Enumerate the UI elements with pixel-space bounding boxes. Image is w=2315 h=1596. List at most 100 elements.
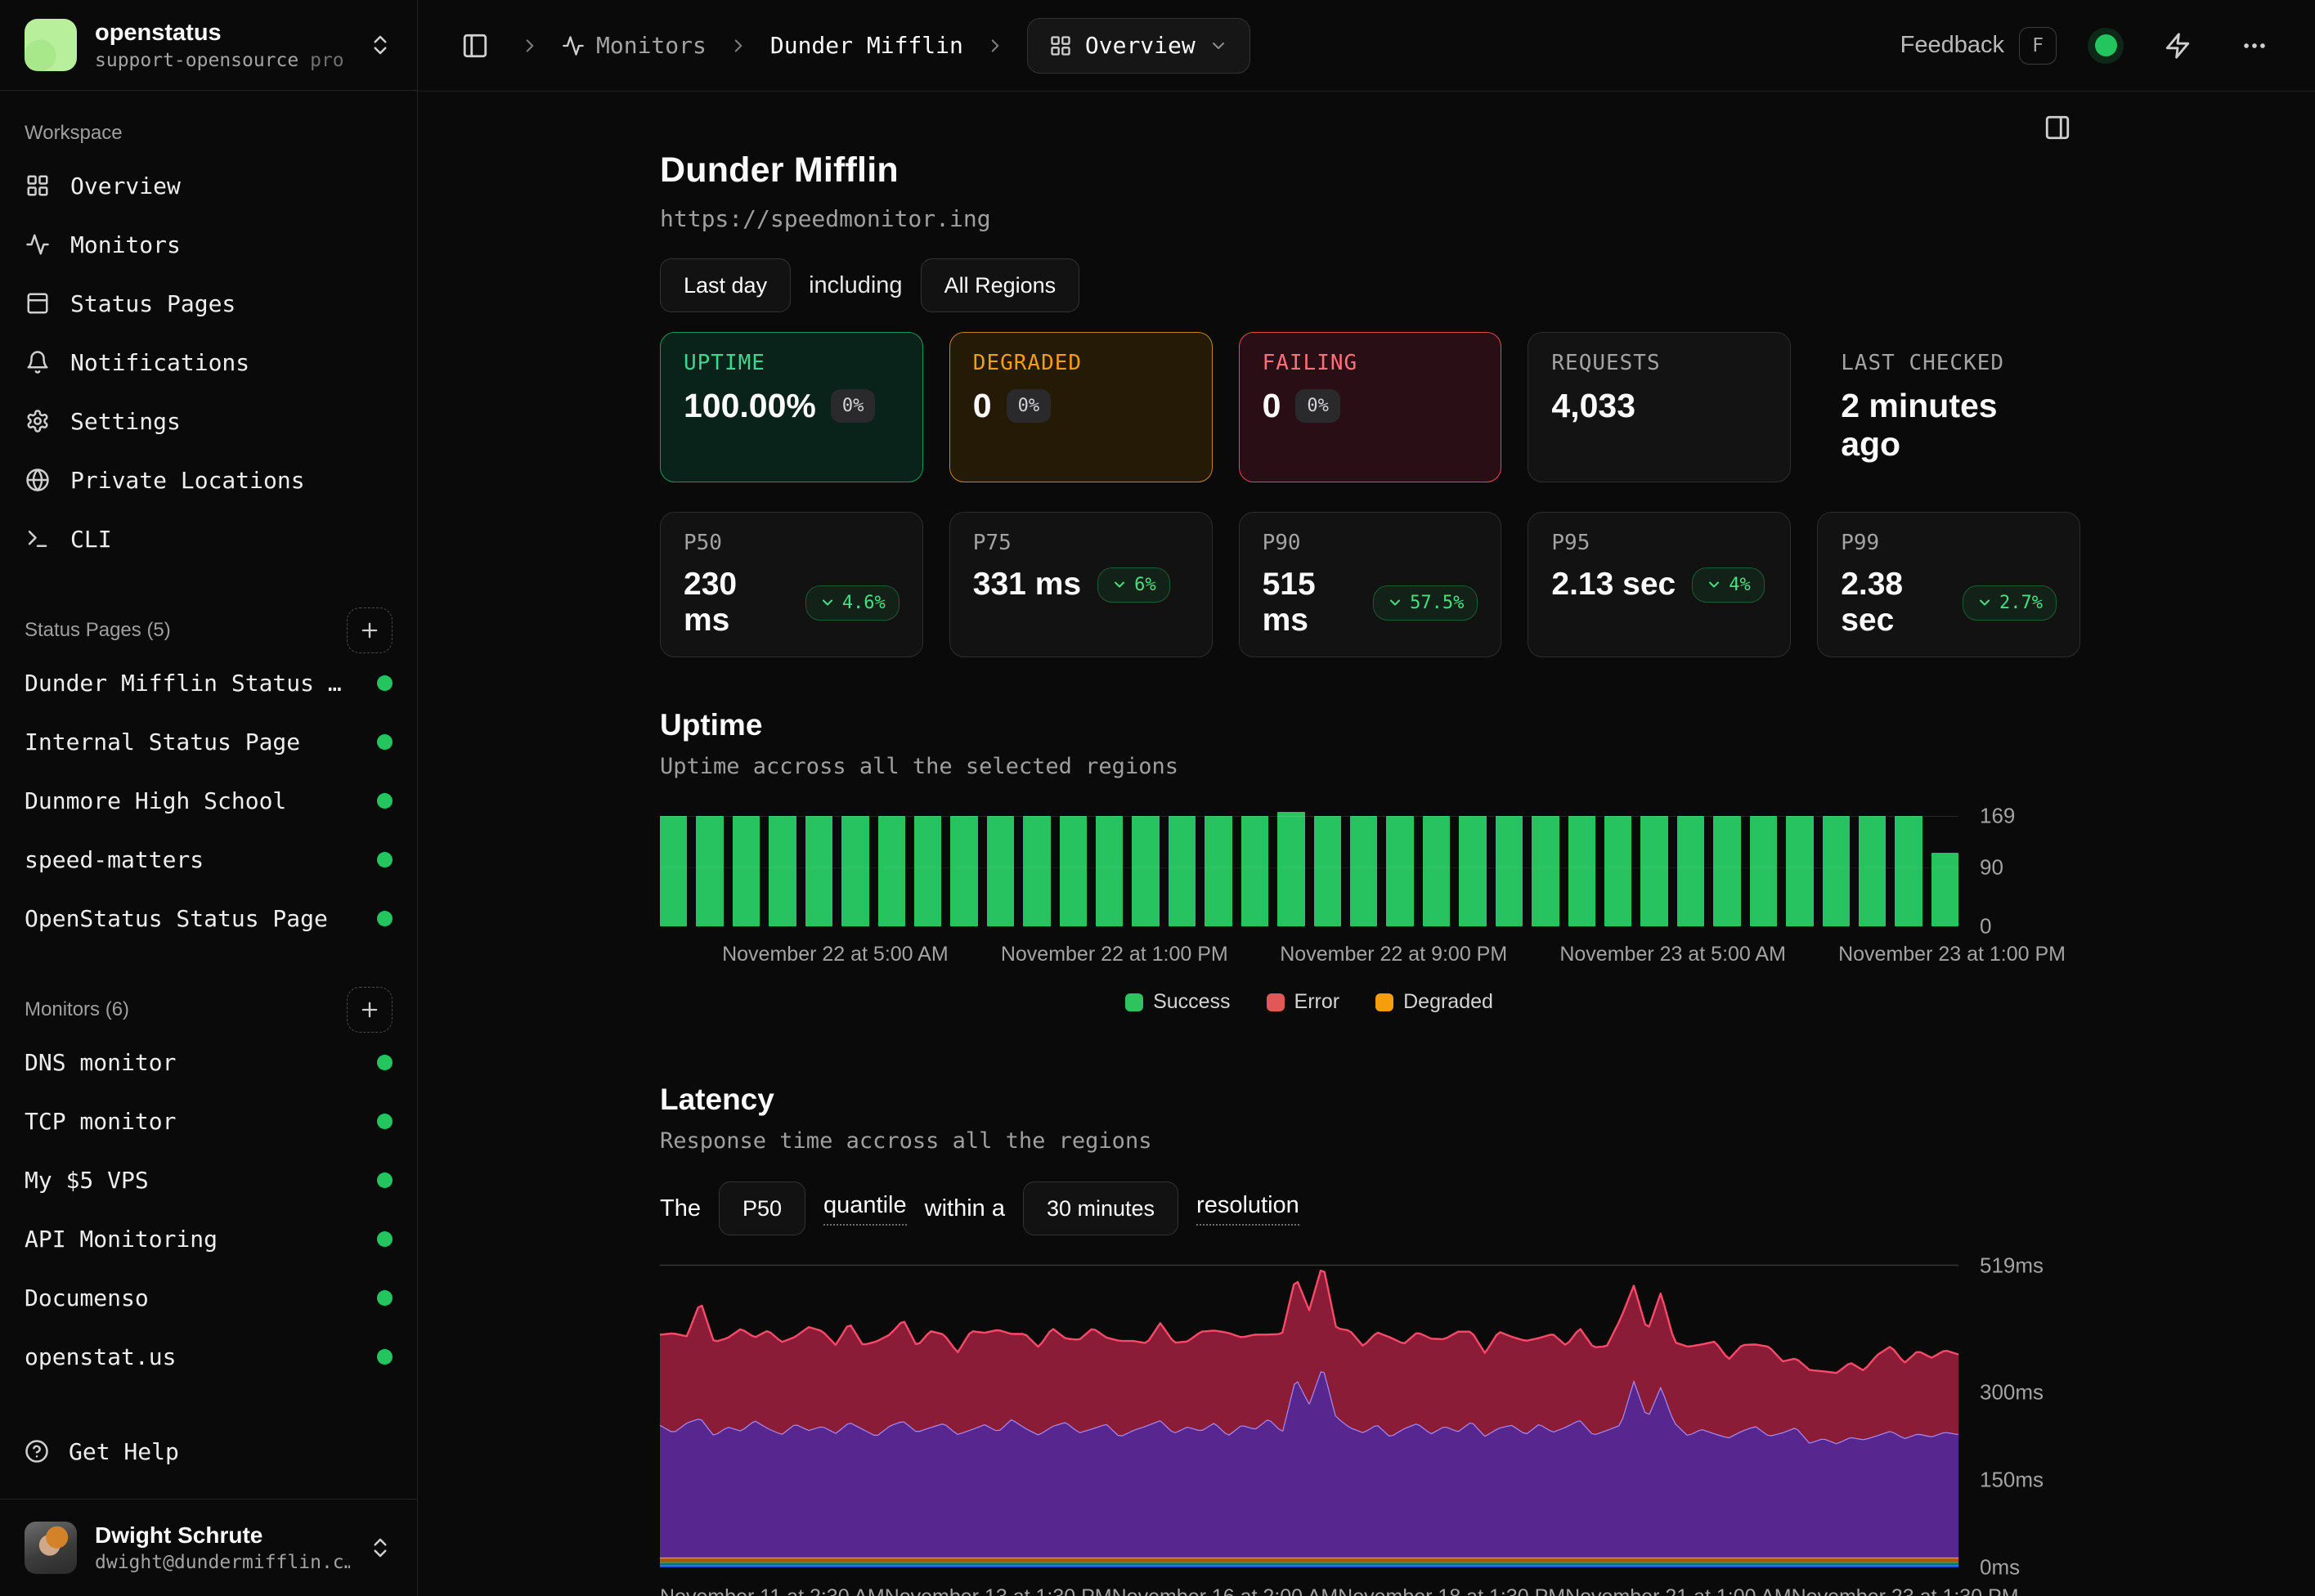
- sidebar-item-overview[interactable]: Overview: [25, 156, 393, 215]
- status-page-item[interactable]: Internal Status Page: [25, 712, 393, 771]
- uptime-bar[interactable]: [1059, 815, 1088, 926]
- uptime-bar[interactable]: [1568, 815, 1595, 926]
- feedback-button[interactable]: Feedback F: [1900, 26, 2057, 65]
- uptime-bar[interactable]: [1277, 812, 1305, 926]
- failing-stat-card: FAILING 0 0%: [1238, 332, 1502, 482]
- x-axis-tick-label: November 16 at 2:00 AM: [1112, 1585, 1339, 1596]
- breadcrumb-page[interactable]: Dunder Mifflin: [769, 32, 963, 59]
- uptime-bar[interactable]: [1023, 815, 1051, 926]
- uptime-bar[interactable]: [1604, 815, 1632, 926]
- status-dot: [377, 1231, 393, 1247]
- sidebar-toggle-button[interactable]: [452, 23, 498, 69]
- more-menu-button[interactable]: [2232, 23, 2277, 69]
- x-axis-tick-label: November 21 at 1:00 AM: [1565, 1585, 1792, 1596]
- uptime-bar[interactable]: [1713, 815, 1741, 926]
- sidebar-item-monitors[interactable]: Monitors: [25, 215, 393, 274]
- legend-swatch: [1266, 993, 1285, 1011]
- uptime-bar[interactable]: [986, 815, 1015, 926]
- uptime-bar[interactable]: [1749, 815, 1778, 926]
- uptime-bar[interactable]: [1240, 815, 1269, 926]
- uptime-bar[interactable]: [877, 815, 905, 926]
- sidebar-item-private-locations[interactable]: Private Locations: [25, 451, 393, 509]
- uptime-bar[interactable]: [1350, 815, 1378, 926]
- sidebar-item-cli[interactable]: CLI: [25, 509, 393, 568]
- activity-icon: [562, 34, 585, 57]
- user-menu[interactable]: Dwight Schrute dwight@dundermifflin.c…: [0, 1500, 417, 1596]
- regions-filter-button[interactable]: All Regions: [920, 258, 1080, 312]
- y-axis-tick-label: 0ms: [1980, 1554, 2021, 1580]
- add-monitor-button[interactable]: [347, 987, 393, 1033]
- latency-chart-svg[interactable]: [660, 1258, 1958, 1567]
- sidebar-item-settings[interactable]: Settings: [25, 392, 393, 451]
- monitor-item[interactable]: DNS monitor: [25, 1033, 393, 1092]
- uptime-bar[interactable]: [1313, 815, 1342, 926]
- uptime-subtitle: Uptime accross all the selected regions: [660, 754, 1178, 779]
- sidebar-item-label: CLI: [70, 525, 112, 553]
- status-dot: [2094, 34, 2117, 56]
- x-axis-tick-label: November 23 at 1:00 PM: [1838, 943, 2066, 966]
- uptime-bar[interactable]: [805, 815, 833, 926]
- quick-actions-button[interactable]: [2155, 23, 2201, 69]
- uptime-bar[interactable]: [1495, 815, 1523, 926]
- uptime-bar[interactable]: [1132, 815, 1160, 926]
- monitor-item[interactable]: Documenso: [25, 1268, 393, 1327]
- latency-section: Latency Response time accross all the re…: [660, 1083, 2080, 1596]
- uptime-bar[interactable]: [696, 815, 724, 926]
- get-help-link[interactable]: Get Help: [25, 1422, 393, 1481]
- quantile-select-button[interactable]: P50: [718, 1181, 806, 1235]
- sidebar-item-status-pages[interactable]: Status Pages: [25, 274, 393, 333]
- org-name: openstatus: [95, 19, 222, 46]
- main-area: Monitors Dunder Mifflin Overview Feedbac…: [418, 0, 2315, 1596]
- uptime-bar[interactable]: [1096, 815, 1124, 926]
- chevron-down-icon: [1209, 36, 1228, 56]
- uptime-bar[interactable]: [1931, 853, 1959, 926]
- status-page-item[interactable]: Dunmore High School: [25, 771, 393, 830]
- x-axis-tick-label: November 22 at 1:00 PM: [1000, 943, 1228, 966]
- uptime-bar[interactable]: [1386, 815, 1414, 926]
- panel-right-icon: [2044, 114, 2071, 141]
- uptime-title: Uptime: [660, 708, 763, 742]
- add-status-page-button[interactable]: [347, 607, 393, 653]
- status-page-item[interactable]: Dunder Mifflin Status …: [25, 653, 393, 712]
- resolution-term[interactable]: resolution: [1196, 1192, 1299, 1226]
- status-dot: [377, 1172, 393, 1188]
- uptime-bar[interactable]: [732, 815, 760, 926]
- breadcrumb-monitors[interactable]: Monitors: [562, 32, 707, 59]
- uptime-bar[interactable]: [1858, 815, 1887, 926]
- uptime-bar[interactable]: [841, 815, 869, 926]
- uptime-bar[interactable]: [1422, 815, 1451, 926]
- uptime-bar[interactable]: [1205, 815, 1232, 926]
- org-switcher[interactable]: openstatus support-opensource pro: [0, 0, 417, 91]
- uptime-bar[interactable]: [1532, 815, 1559, 926]
- monitor-item[interactable]: API Monitoring: [25, 1209, 393, 1268]
- sidebar-item-notifications[interactable]: Notifications: [25, 333, 393, 392]
- uptime-bar[interactable]: [1786, 815, 1814, 926]
- sidebar: openstatus support-opensource pro Worksp…: [0, 0, 418, 1596]
- period-filter-button[interactable]: Last day: [660, 258, 792, 312]
- view-switcher-button[interactable]: Overview: [1026, 17, 1250, 74]
- status-page-item[interactable]: speed-matters: [25, 830, 393, 889]
- uptime-bar[interactable]: [660, 815, 688, 926]
- monitor-item[interactable]: TCP monitor: [25, 1092, 393, 1150]
- status-page-item[interactable]: OpenStatus Status Page: [25, 889, 393, 948]
- chevron-down-icon: [1390, 599, 1401, 606]
- uptime-bar[interactable]: [1640, 815, 1668, 926]
- right-panel-toggle-button[interactable]: [2035, 105, 2080, 150]
- workspace-status-indicator[interactable]: [2088, 27, 2124, 64]
- percentiles-row: P50 230 ms 4.6% P75 331 ms 6% P90 515 ms…: [660, 512, 2080, 657]
- status-dot: [377, 1113, 393, 1129]
- uptime-bar[interactable]: [1676, 815, 1705, 926]
- resolution-select-button[interactable]: 30 minutes: [1022, 1181, 1179, 1235]
- uptime-bar[interactable]: [1168, 815, 1196, 926]
- uptime-bar[interactable]: [1895, 815, 1922, 926]
- monitor-item[interactable]: openstat.us: [25, 1327, 393, 1386]
- monitor-item[interactable]: My $5 VPS: [25, 1150, 393, 1209]
- uptime-bar[interactable]: [769, 815, 796, 926]
- legend-swatch: [1375, 993, 1394, 1011]
- uptime-bar[interactable]: [1459, 815, 1487, 926]
- uptime-bar[interactable]: [1822, 815, 1850, 926]
- uptime-bar[interactable]: [913, 815, 942, 926]
- quantile-term[interactable]: quantile: [823, 1192, 907, 1226]
- uptime-bar[interactable]: [950, 815, 978, 926]
